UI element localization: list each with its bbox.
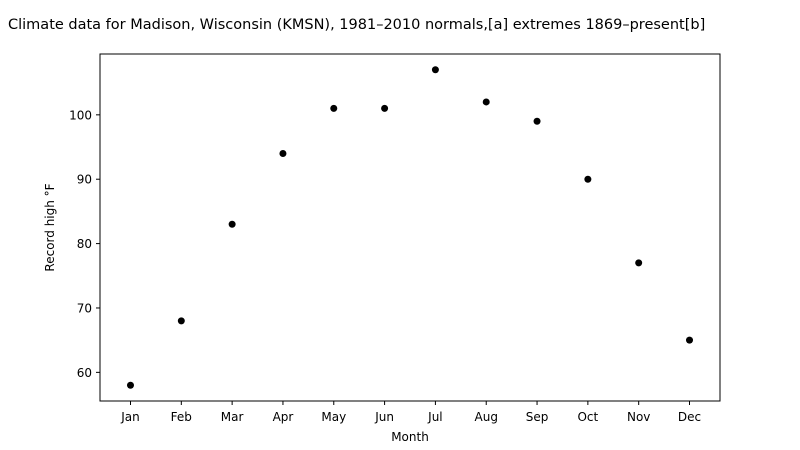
data-point	[533, 117, 541, 125]
x-tick-label: Jul	[427, 410, 442, 424]
chart-title: Climate data for Madison, Wisconsin (KMS…	[8, 17, 705, 33]
data-point	[584, 175, 592, 183]
data-points	[126, 66, 694, 389]
data-point	[228, 220, 236, 228]
x-tick-label: Jun	[374, 410, 394, 424]
x-tick-label: Mar	[221, 410, 244, 424]
x-tick-label: Sep	[526, 410, 549, 424]
x-tick-label: Apr	[273, 410, 294, 424]
data-point	[279, 149, 287, 157]
x-tick-label: Nov	[627, 410, 650, 424]
plot-area	[99, 53, 721, 402]
data-point	[381, 104, 389, 112]
y-tick-label: 60	[77, 366, 92, 380]
y-tick-label: 100	[69, 108, 92, 122]
x-axis-label: Month	[391, 430, 429, 444]
data-point	[126, 381, 134, 389]
data-point	[482, 98, 490, 106]
x-tick-label: May	[321, 410, 346, 424]
x-axis: Jan Feb Mar Apr May Jun Jul Aug Sep Oct Nov Dec	[120, 401, 701, 424]
y-tick-label: 70	[77, 301, 92, 315]
y-axis-label: Record high °F	[43, 183, 57, 271]
data-point	[177, 317, 185, 325]
y-axis: 60 70 80 90 100	[69, 108, 100, 380]
y-tick-label: 80	[77, 237, 92, 251]
data-point	[635, 259, 643, 267]
x-tick-label: Dec	[678, 410, 701, 424]
data-point	[686, 336, 694, 344]
x-tick-label: Jan	[120, 410, 140, 424]
data-point	[330, 104, 338, 112]
y-tick-label: 90	[77, 173, 92, 187]
data-point	[431, 66, 439, 74]
x-tick-label: Aug	[475, 410, 498, 424]
x-tick-label: Feb	[171, 410, 192, 424]
x-tick-label: Oct	[577, 410, 598, 424]
